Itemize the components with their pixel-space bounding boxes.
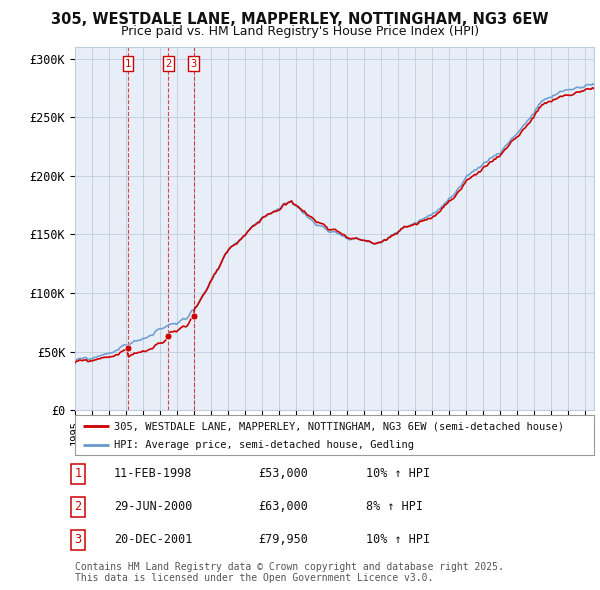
Text: HPI: Average price, semi-detached house, Gedling: HPI: Average price, semi-detached house,… xyxy=(114,440,414,450)
Text: 305, WESTDALE LANE, MAPPERLEY, NOTTINGHAM, NG3 6EW (semi-detached house): 305, WESTDALE LANE, MAPPERLEY, NOTTINGHA… xyxy=(114,421,564,431)
Text: 305, WESTDALE LANE, MAPPERLEY, NOTTINGHAM, NG3 6EW: 305, WESTDALE LANE, MAPPERLEY, NOTTINGHA… xyxy=(51,12,549,27)
Text: Contains HM Land Registry data © Crown copyright and database right 2025.
This d: Contains HM Land Registry data © Crown c… xyxy=(75,562,504,584)
Text: £79,950: £79,950 xyxy=(258,533,308,546)
Text: 1: 1 xyxy=(74,467,82,480)
Text: 3: 3 xyxy=(190,58,197,68)
Text: Price paid vs. HM Land Registry's House Price Index (HPI): Price paid vs. HM Land Registry's House … xyxy=(121,25,479,38)
Text: 8% ↑ HPI: 8% ↑ HPI xyxy=(366,500,423,513)
Text: 20-DEC-2001: 20-DEC-2001 xyxy=(114,533,193,546)
Text: 11-FEB-1998: 11-FEB-1998 xyxy=(114,467,193,480)
Text: 10% ↑ HPI: 10% ↑ HPI xyxy=(366,533,430,546)
Text: £53,000: £53,000 xyxy=(258,467,308,480)
Text: 2: 2 xyxy=(165,58,172,68)
Text: 1: 1 xyxy=(125,58,131,68)
Text: 2: 2 xyxy=(74,500,82,513)
Text: 3: 3 xyxy=(74,533,82,546)
Text: 10% ↑ HPI: 10% ↑ HPI xyxy=(366,467,430,480)
Text: 29-JUN-2000: 29-JUN-2000 xyxy=(114,500,193,513)
Text: £63,000: £63,000 xyxy=(258,500,308,513)
